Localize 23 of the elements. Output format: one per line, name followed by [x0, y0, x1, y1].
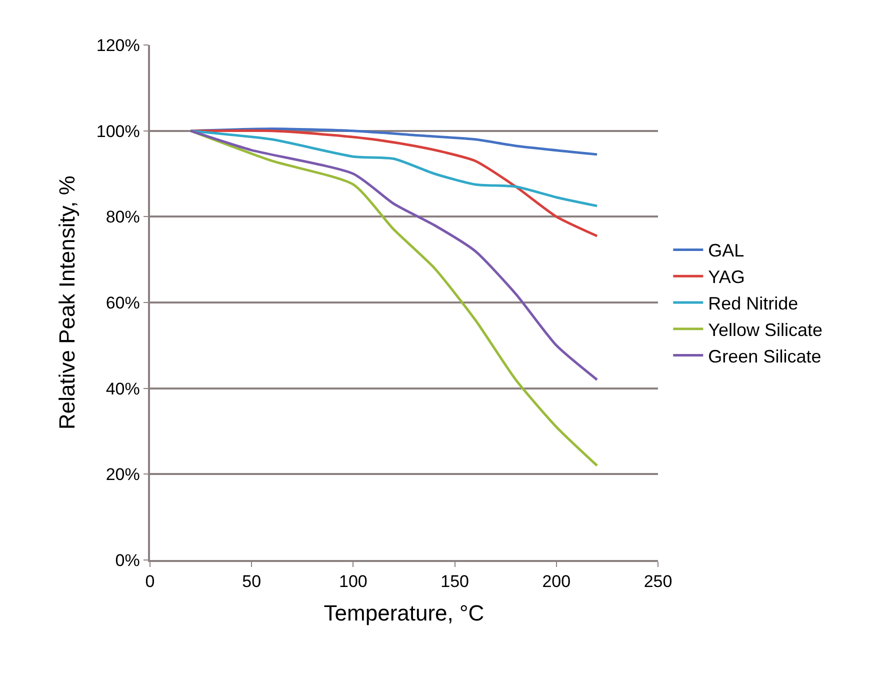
y-axis-title: Relative Peak Intensity, % — [54, 176, 80, 430]
legend-label: YAG — [708, 267, 745, 288]
line-series — [189, 130, 598, 208]
y-tick-label: 100% — [96, 122, 140, 141]
y-tick-label: 60% — [106, 293, 140, 312]
x-tick-label: 200 — [542, 572, 571, 592]
x-tick-label: 0 — [145, 572, 155, 592]
x-axis-title: Temperature, °C — [324, 600, 484, 626]
y-tick-label: 40% — [106, 379, 140, 398]
y-tick-label: 120% — [96, 36, 140, 55]
x-tick-label: 250 — [644, 572, 672, 592]
legend-label: GAL — [708, 240, 744, 261]
line-series — [189, 130, 598, 381]
x-tick-label: 100 — [339, 572, 368, 592]
legend-label: Green Silicate — [708, 346, 822, 366]
line-series — [189, 130, 598, 467]
x-tick-label: 50 — [242, 572, 262, 592]
y-tick-label: 80% — [106, 208, 140, 227]
y-tick-label: 0% — [115, 550, 140, 570]
y-tick-label: 20% — [106, 465, 140, 484]
legend-label: Red Nitride — [708, 294, 798, 314]
x-tick-label: 150 — [440, 572, 469, 592]
legend-label: Yellow Silicate — [708, 320, 823, 340]
